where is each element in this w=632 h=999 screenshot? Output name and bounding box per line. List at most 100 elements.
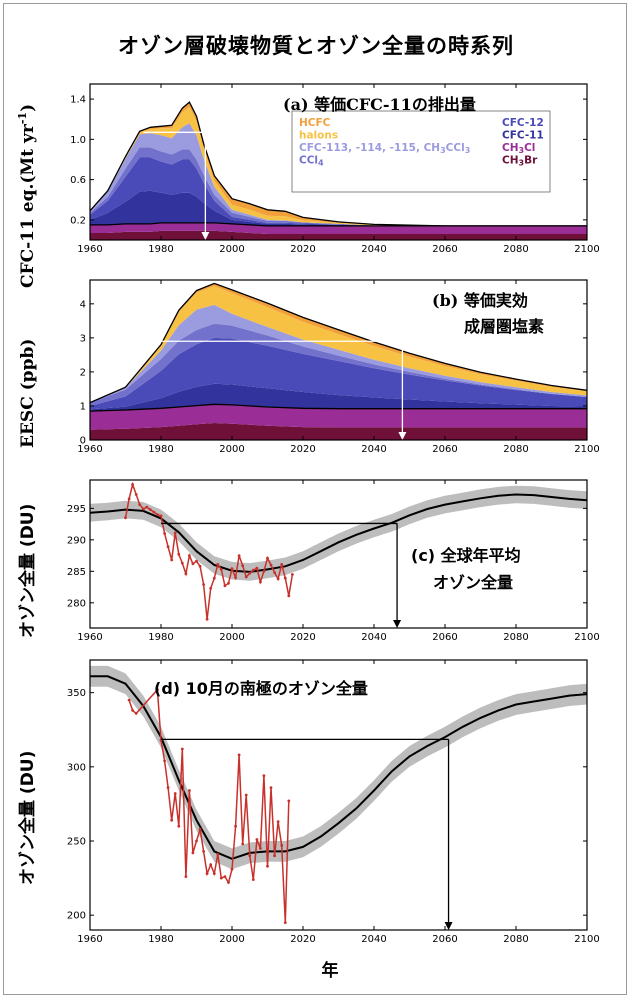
x-tick-label: 2100 <box>574 632 599 643</box>
observed-point <box>283 921 287 924</box>
x-tick-label: 2100 <box>574 244 599 255</box>
legend-item: CH3Br <box>502 155 538 168</box>
x-tick-label: 2040 <box>361 244 386 255</box>
series-outline <box>89 282 588 404</box>
observed-point <box>177 552 181 556</box>
legend-item: CFC-12 <box>502 117 544 129</box>
observed-point <box>234 576 238 579</box>
observed-point <box>184 875 188 878</box>
observed-point <box>241 842 245 846</box>
observed-point <box>219 568 223 571</box>
observed-point <box>276 577 280 581</box>
title-c-line1: (c) 全球年平均 <box>411 546 521 565</box>
x-tick-label: 2080 <box>503 244 528 255</box>
model-mean-line <box>89 493 588 573</box>
y-tick-label: 4 <box>80 299 86 310</box>
observed-point <box>266 556 269 560</box>
observed-point <box>170 558 174 562</box>
observed-point <box>255 838 259 841</box>
observed-point <box>223 875 227 878</box>
figure-frame <box>3 3 627 995</box>
x-tick-label: 2000 <box>219 244 244 255</box>
observed-point <box>237 753 241 757</box>
observed-point <box>251 878 255 881</box>
panel-c: 1960 1980 2000 2020 2040 2060 2080 2100 280 285 29… <box>67 479 600 643</box>
y-tick-label: 2 <box>80 367 86 378</box>
observed-point <box>202 850 206 853</box>
model-mean-line <box>90 675 588 860</box>
observed-point <box>205 617 209 621</box>
x-tick-label: 2000 <box>219 444 244 455</box>
x-tick-label: 2060 <box>432 632 457 643</box>
observed-point <box>184 572 188 576</box>
y-tick-label: 200 <box>67 911 86 922</box>
observed-point <box>134 712 138 715</box>
title-d: (d) 10月の南極のオゾン全量 <box>154 679 368 698</box>
legend-item: CFC-11 <box>502 130 544 142</box>
observed-point <box>212 576 216 580</box>
x-tick-label: 2000 <box>219 934 244 945</box>
title-c-line2: オゾン全量 <box>433 573 513 592</box>
x-tick-label: 1960 <box>77 444 102 455</box>
x-tick-label: 2020 <box>290 934 315 945</box>
observed-point <box>280 844 284 847</box>
y-tick-label: 295 <box>67 504 86 515</box>
observed-point <box>156 688 159 692</box>
x-tick-label: 2060 <box>432 934 457 945</box>
legend-item: CH3Cl <box>502 142 535 155</box>
observed-point <box>230 567 234 571</box>
observed-point <box>244 575 248 579</box>
ylabel-a-close: ) <box>18 104 38 112</box>
x-tick-label: 2040 <box>361 934 386 945</box>
x-tick-label: 2040 <box>361 632 386 643</box>
observed-point <box>138 503 142 506</box>
observed-point <box>166 786 170 789</box>
x-tick-label: 2100 <box>574 934 599 945</box>
observed-point <box>259 847 262 850</box>
y-tick-label: 290 <box>67 535 86 546</box>
area-ch3cl <box>90 222 587 234</box>
x-tick-label: 1980 <box>148 244 173 255</box>
ylabel-a-sup: -1 <box>16 112 29 124</box>
ylabel-b: EESC (ppb) <box>18 339 38 448</box>
area-halons <box>90 286 587 403</box>
ylabel-c: オゾン全量 (DU) <box>17 504 38 638</box>
observed-point <box>266 864 269 868</box>
observed-point <box>177 824 181 828</box>
x-tick-label: 2060 <box>432 244 457 255</box>
observed-point <box>191 851 195 855</box>
observed-point <box>173 792 177 795</box>
y-tick-label: 280 <box>67 598 86 609</box>
legend-item: CCl4 <box>299 155 324 168</box>
model-spread-band <box>90 665 587 870</box>
legend-item: halons <box>299 130 338 142</box>
area-ch3br <box>90 230 587 240</box>
observed-point <box>173 531 177 535</box>
axes-box <box>89 659 588 931</box>
observed-point <box>248 854 252 858</box>
observed-point <box>163 532 167 535</box>
observed-point <box>180 747 184 751</box>
observed-point <box>209 863 213 867</box>
observed-point <box>241 564 245 568</box>
x-tick-label: 2080 <box>503 632 528 643</box>
ylabel-a: CFC-11 eq.(Mt yr-1) <box>16 104 38 288</box>
x-tick-label: 1960 <box>77 934 102 945</box>
title-b-line1: (b) 等価実効 <box>432 291 528 310</box>
observed-point <box>156 513 159 516</box>
observed-point <box>195 839 198 843</box>
area-cfc-12 <box>90 157 587 226</box>
observed-point <box>131 483 135 486</box>
x-tick-label: 1980 <box>148 934 173 945</box>
observed-point <box>152 510 156 514</box>
observed-point <box>127 698 131 702</box>
observed-point <box>145 505 149 509</box>
observed-point <box>209 586 213 590</box>
observed-point <box>216 852 220 856</box>
area-cfc-12 <box>90 337 587 410</box>
observed-point <box>255 566 259 570</box>
observed-point <box>141 507 145 511</box>
x-tick-label: 2080 <box>503 444 528 455</box>
area-cfc-113-114-115-ch3ccl3 <box>90 304 587 403</box>
